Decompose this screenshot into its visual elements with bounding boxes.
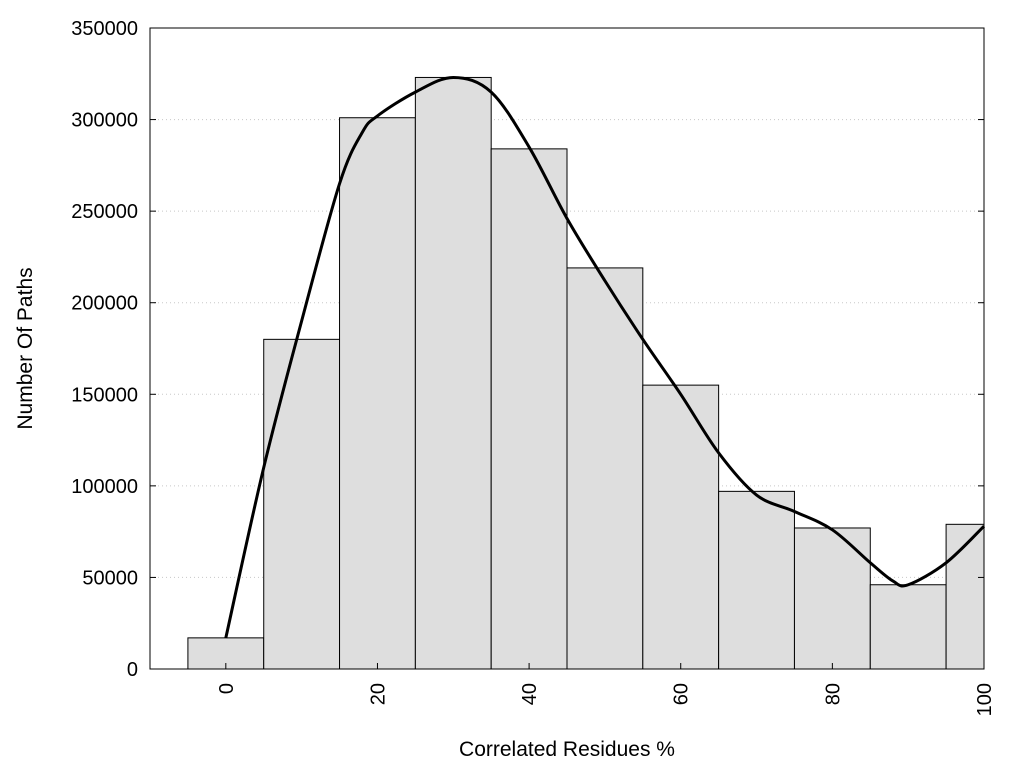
x-tick-label: 40 [519, 683, 541, 705]
histogram-bar [718, 490, 795, 670]
histogram-bar [566, 267, 644, 670]
histogram-bar [869, 584, 947, 670]
smoothed-curve [224, 75, 986, 639]
y-axis-title: Number Of Paths [14, 267, 37, 429]
histogram-bar [414, 76, 492, 670]
histogram-bar [490, 148, 568, 670]
x-axis-title: Correlated Residues % [459, 738, 675, 761]
x-tick-label: 60 [671, 683, 693, 705]
histogram-bar [339, 117, 416, 670]
x-axis-ticks: 0 20 40 60 80 100 [216, 663, 996, 716]
y-tick-label: 100000 [71, 476, 138, 498]
histogram-bars [187, 76, 985, 670]
x-tick-label: 80 [822, 683, 844, 705]
histogram-bar [263, 338, 341, 670]
histogram-bar [945, 523, 985, 670]
plot-frame [149, 27, 985, 670]
histogram-bar [793, 527, 871, 670]
x-tick-label: 100 [974, 683, 996, 716]
y-tick-label: 0 [127, 659, 138, 681]
y-tick-label: 150000 [71, 384, 138, 406]
y-tick-label: 350000 [71, 18, 138, 40]
y-axis-ticks: 0 50000 100000 150000 200000 250000 300000 3500… [71, 18, 984, 681]
x-tick-label: 20 [367, 683, 389, 705]
y-tick-label: 250000 [71, 201, 138, 223]
y-tick-label: 200000 [71, 293, 138, 315]
x-tick-label: 0 [216, 683, 238, 694]
y-tick-label: 50000 [82, 567, 138, 589]
histogram-bar [642, 384, 720, 670]
y-tick-label: 300000 [71, 110, 138, 132]
